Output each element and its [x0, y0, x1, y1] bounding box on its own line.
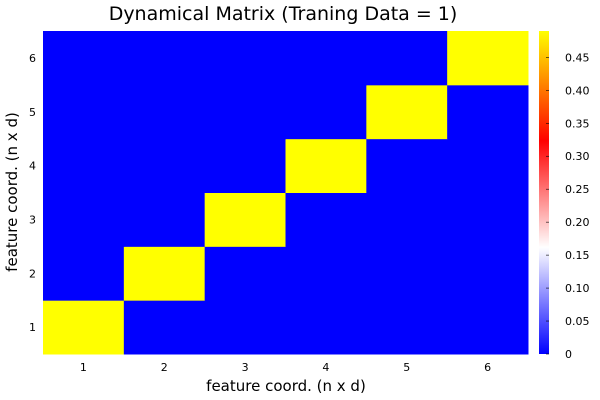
colorbar: [539, 31, 549, 354]
heatmap-cells: [43, 31, 529, 355]
heatmap-cell: [123, 300, 206, 355]
heatmap-cell: [123, 246, 206, 301]
colorbar-tick-label: 0.45: [565, 51, 590, 64]
heatmap-cell: [366, 246, 448, 301]
heatmap-cell: [43, 31, 125, 86]
heatmap-cell: [204, 246, 286, 301]
heatmap-cell: [285, 246, 367, 301]
x-tick-label: 5: [403, 361, 410, 374]
heatmap-cell: [447, 84, 529, 140]
colorbar-tick-label: 0.30: [565, 150, 590, 163]
y-tick-label: 3: [29, 213, 36, 226]
colorbar-tick-label: 0.15: [565, 249, 590, 262]
heatmap-cell: [123, 192, 206, 247]
heatmap-cell: [285, 300, 367, 355]
colorbar-tick-label: 0.35: [565, 117, 590, 130]
heatmap-cell: [447, 300, 529, 355]
heatmap-cell: [123, 84, 206, 140]
y-tick-label: 1: [29, 321, 36, 334]
x-tick-label: 1: [80, 361, 87, 374]
heatmap-cell: [43, 84, 125, 140]
colorbar-tick-label: 0.25: [565, 183, 590, 196]
heatmap-cell: [447, 246, 529, 301]
heatmap-cell: [43, 246, 125, 301]
y-axis-label: feature coord. (n x d): [3, 112, 21, 272]
heatmap-cell: [43, 300, 125, 355]
x-tick-label: 4: [322, 361, 329, 374]
y-tick-label: 5: [29, 106, 36, 119]
colorbar-tick-label: 0.10: [565, 282, 590, 295]
colorbar-tick-label: 0.40: [565, 84, 590, 97]
heatmap-cell: [366, 84, 448, 140]
colorbar-ticks: 0 0.05 0.10 0.15 0.20 0.25 0.30 0.35 0.40 0.45: [546, 51, 590, 361]
heatmap-cell: [204, 138, 286, 193]
heatmap-cell: [285, 192, 367, 247]
colorbar-tick-label: 0.20: [565, 216, 590, 229]
y-tick-label: 2: [29, 267, 36, 280]
heatmap-cell: [285, 84, 367, 140]
y-axis-ticks: 1 2 3 4 5 6: [29, 52, 36, 334]
chart-title: Dynamical Matrix (Traning Data = 1): [109, 3, 458, 25]
heatmap-cell: [366, 31, 448, 86]
heatmap-cell: [204, 84, 286, 140]
colorbar-tick-label: 0.05: [565, 315, 590, 328]
x-axis-label: feature coord. (n x d): [206, 377, 366, 395]
colorbar-tick-label: 0: [565, 348, 572, 361]
x-tick-label: 6: [484, 361, 491, 374]
heatmap-cell: [204, 31, 286, 86]
heatmap-cell: [447, 192, 529, 247]
y-tick-label: 6: [29, 52, 36, 65]
heatmap-cell: [204, 192, 286, 247]
heatmap-cell: [43, 192, 125, 247]
y-tick-label: 4: [29, 160, 36, 173]
heatmap-cell: [285, 138, 367, 193]
heatmap-cell: [447, 138, 529, 193]
heatmap-cell: [366, 300, 448, 355]
heatmap-cell: [123, 138, 206, 193]
heatmap-cell: [447, 31, 529, 86]
x-tick-label: 2: [161, 361, 168, 374]
heatmap-cell: [285, 31, 367, 86]
heatmap-cell: [123, 31, 206, 86]
heatmap-cell: [43, 138, 125, 193]
heatmap-cell: [366, 192, 448, 247]
heatmap-cell: [204, 300, 286, 355]
x-tick-label: 3: [242, 361, 249, 374]
heatmap-cell: [366, 138, 448, 193]
x-axis-ticks: 1 2 3 4 5 6: [80, 361, 491, 374]
